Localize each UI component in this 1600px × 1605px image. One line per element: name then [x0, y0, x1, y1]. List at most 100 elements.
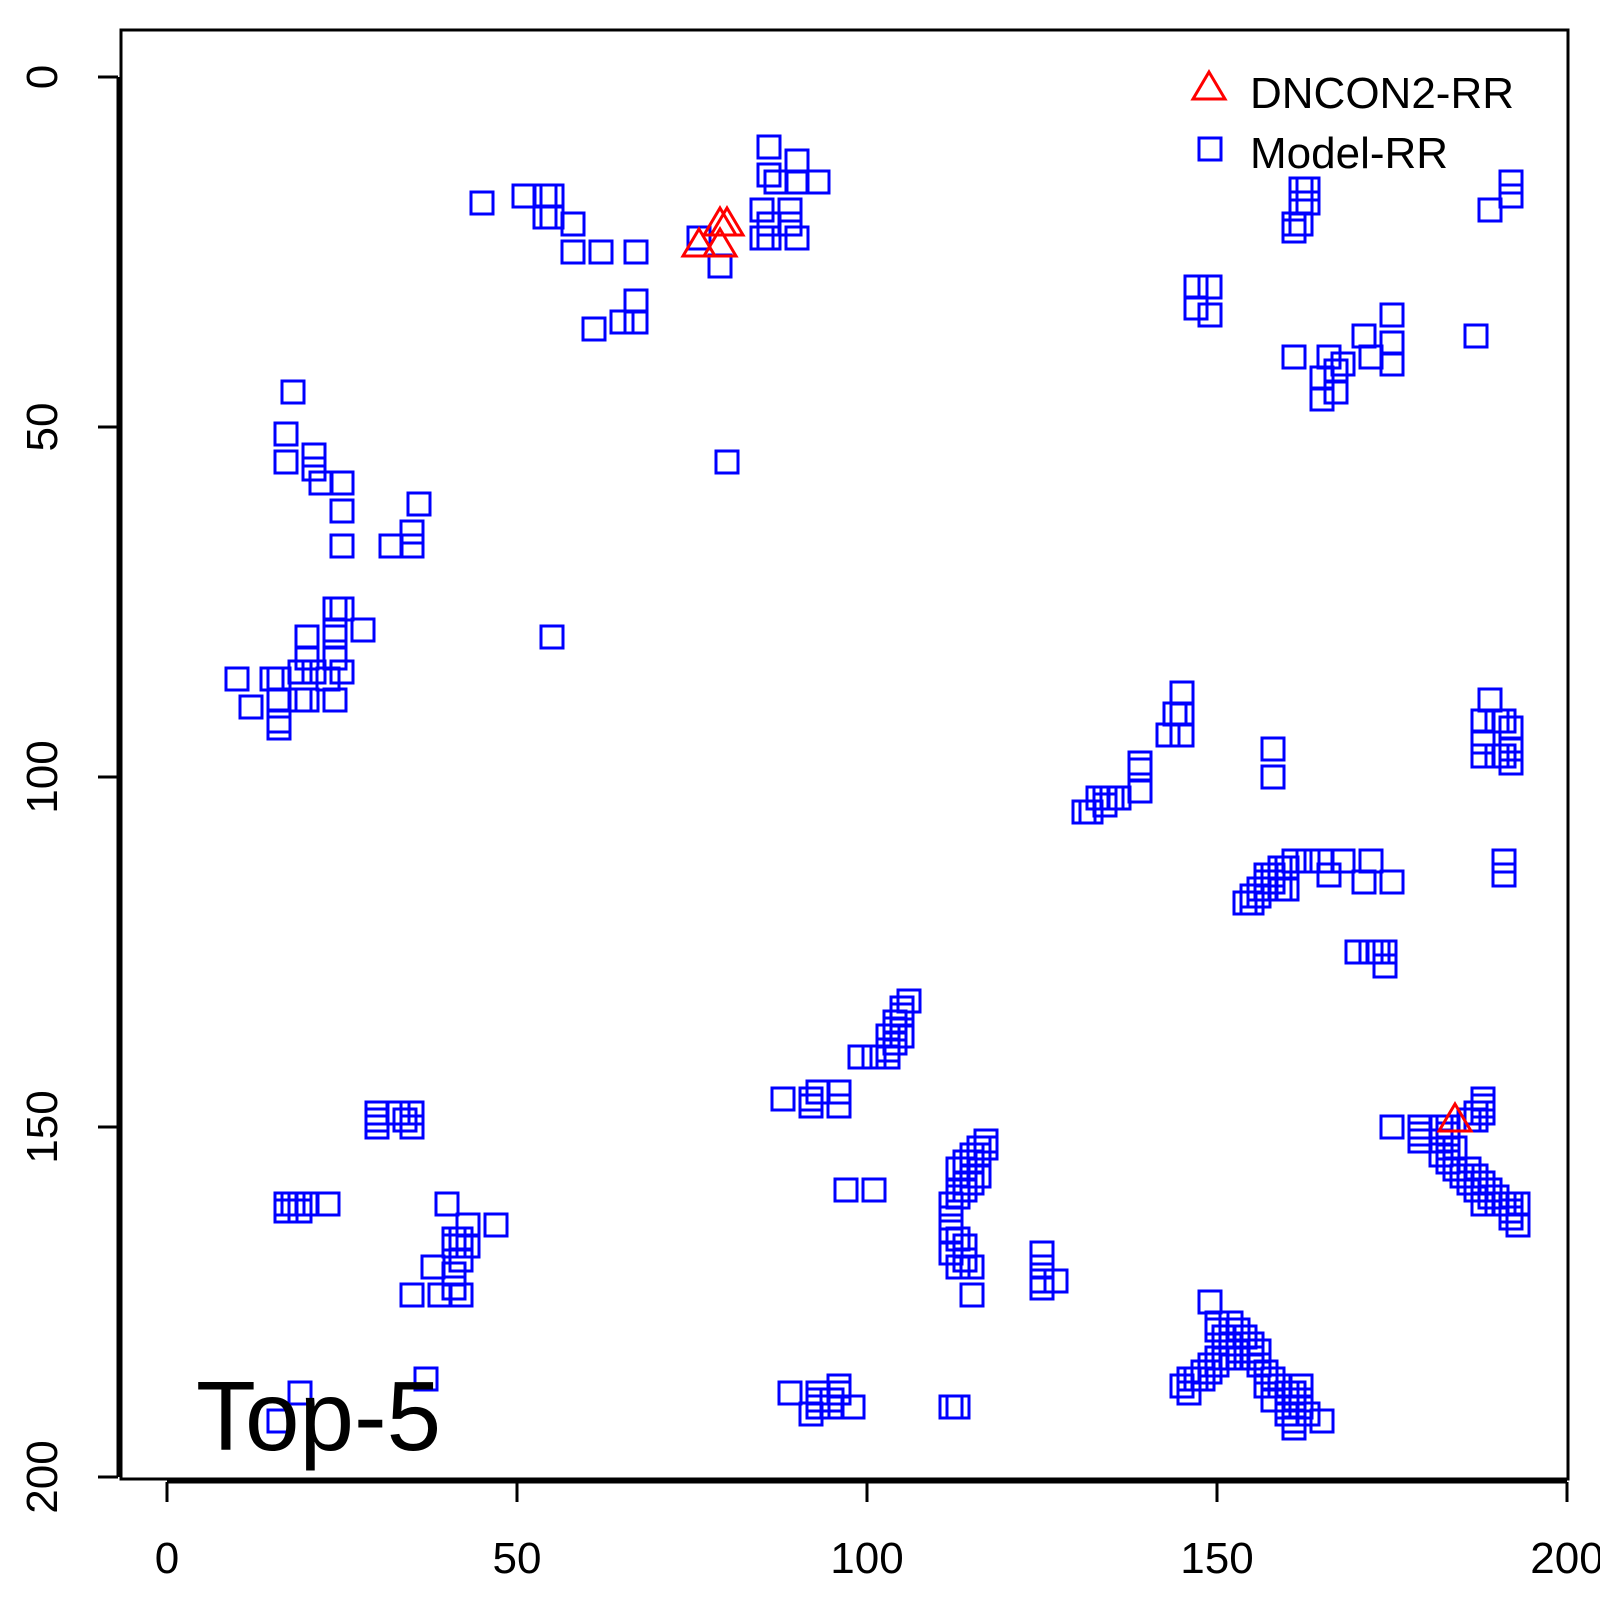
model-rr-point	[1470, 729, 1496, 755]
model-rr-point	[959, 1163, 985, 1189]
model-rr-point	[294, 624, 320, 650]
model-rr-point	[1470, 1086, 1496, 1112]
model-rr-point	[1484, 1191, 1510, 1217]
model-rr-point	[560, 211, 586, 237]
model-rr-point	[1218, 1331, 1244, 1357]
model-rr-point	[1491, 862, 1517, 888]
model-rr-point	[805, 1394, 831, 1420]
model-rr-point	[875, 1023, 901, 1049]
model-rr-point	[1477, 687, 1503, 713]
model-rr-point	[1498, 736, 1524, 762]
model-rr-point	[1379, 330, 1405, 356]
model-rr-point	[756, 134, 782, 160]
model-rr-point	[1491, 708, 1517, 734]
dncon2-rr-series	[680, 205, 1474, 1133]
model-rr-point	[539, 183, 565, 209]
model-rr-point	[749, 197, 775, 223]
model-rr-point	[1442, 1156, 1468, 1182]
model-rr-point	[1029, 1240, 1055, 1266]
model-rr-point	[455, 1212, 481, 1238]
model-rr-point	[749, 225, 775, 251]
x-axis: 0 50 100 150 200	[155, 1480, 1600, 1583]
plot-frame	[119, 28, 1570, 1481]
model-rr-point	[952, 1149, 978, 1175]
model-rr-point	[441, 1275, 467, 1301]
model-rr-point	[623, 288, 649, 314]
model-rr-point	[959, 1142, 985, 1168]
model-rr-point	[945, 1254, 971, 1280]
model-rr-point	[1169, 722, 1195, 748]
model-rr-point	[315, 666, 341, 692]
model-rr-point	[1239, 1331, 1265, 1357]
model-rr-point	[973, 1128, 999, 1154]
model-rr-point	[322, 645, 348, 671]
model-rr-point	[1197, 1359, 1223, 1385]
y-tick-label: 0	[18, 65, 67, 89]
model-rr-point	[1407, 1121, 1433, 1147]
model-rr-point	[1204, 1345, 1230, 1371]
model-rr-point	[1260, 862, 1286, 888]
model-rr-point	[1379, 869, 1405, 895]
model-rr-point	[861, 1177, 887, 1203]
model-rr-point	[329, 533, 355, 559]
model-rr-point	[826, 1380, 852, 1406]
model-rr-point	[952, 1177, 978, 1203]
model-rr-point	[714, 449, 740, 475]
model-rr-point	[826, 1093, 852, 1119]
model-rr-point	[1281, 1415, 1307, 1441]
model-rr-point	[1309, 1408, 1335, 1434]
model-rr-point	[1470, 708, 1496, 734]
model-rr-point	[1456, 1170, 1482, 1196]
model-rr-point	[1323, 379, 1349, 405]
model-rr-point	[1428, 1142, 1454, 1168]
model-rr-point	[266, 666, 292, 692]
model-rr-point	[1288, 190, 1314, 216]
model-rr-point	[308, 470, 334, 496]
model-rr-point	[1253, 1359, 1279, 1385]
model-rr-point	[973, 1135, 999, 1161]
model-rr-point	[322, 624, 348, 650]
model-rr-point	[805, 1079, 831, 1105]
model-rr-point	[385, 1100, 411, 1126]
model-rr-point	[1323, 358, 1349, 384]
model-rr-point	[448, 1247, 474, 1273]
model-rr-point	[1295, 176, 1321, 202]
model-rr-point	[1078, 799, 1104, 825]
model-rr-point	[399, 533, 425, 559]
model-rr-point	[294, 687, 320, 713]
legend-square-marker	[1197, 136, 1223, 162]
model-rr-point	[805, 1380, 831, 1406]
model-rr-point	[889, 1023, 915, 1049]
model-rr-point	[1239, 883, 1265, 909]
model-rr-point	[1029, 1275, 1055, 1301]
model-rr-point	[1281, 1387, 1307, 1413]
model-rr-point	[623, 239, 649, 265]
model-rr-point	[1155, 722, 1181, 748]
model-rr-point	[399, 1100, 425, 1126]
model-rr-point	[1267, 855, 1293, 881]
model-rr-point	[1351, 323, 1377, 349]
model-rr-point	[756, 211, 782, 237]
model-rr-point	[1295, 1401, 1321, 1427]
model-rr-point	[294, 1191, 320, 1217]
model-rr-point	[805, 169, 831, 195]
model-rr-point	[1344, 939, 1370, 965]
model-rr-point	[1274, 876, 1300, 902]
model-rr-point	[1106, 785, 1132, 811]
model-rr-point	[959, 1149, 985, 1175]
model-rr-point	[301, 442, 327, 468]
model-rr-point	[1491, 848, 1517, 874]
model-rr-point	[875, 1037, 901, 1063]
model-rr-point	[322, 617, 348, 643]
model-rr-point	[1463, 1163, 1489, 1189]
model-rr-point	[777, 197, 803, 223]
model-rr-point	[945, 1156, 971, 1182]
model-rr-point	[1316, 862, 1342, 888]
model-rr-point	[1379, 351, 1405, 377]
model-rr-point	[1127, 757, 1153, 783]
model-rr-point	[1351, 869, 1377, 895]
legend-label-model-rr: Model-RR	[1250, 129, 1448, 178]
model-rr-point	[1274, 1401, 1300, 1427]
model-rr-point	[266, 687, 292, 713]
model-rr-point	[952, 1233, 978, 1259]
